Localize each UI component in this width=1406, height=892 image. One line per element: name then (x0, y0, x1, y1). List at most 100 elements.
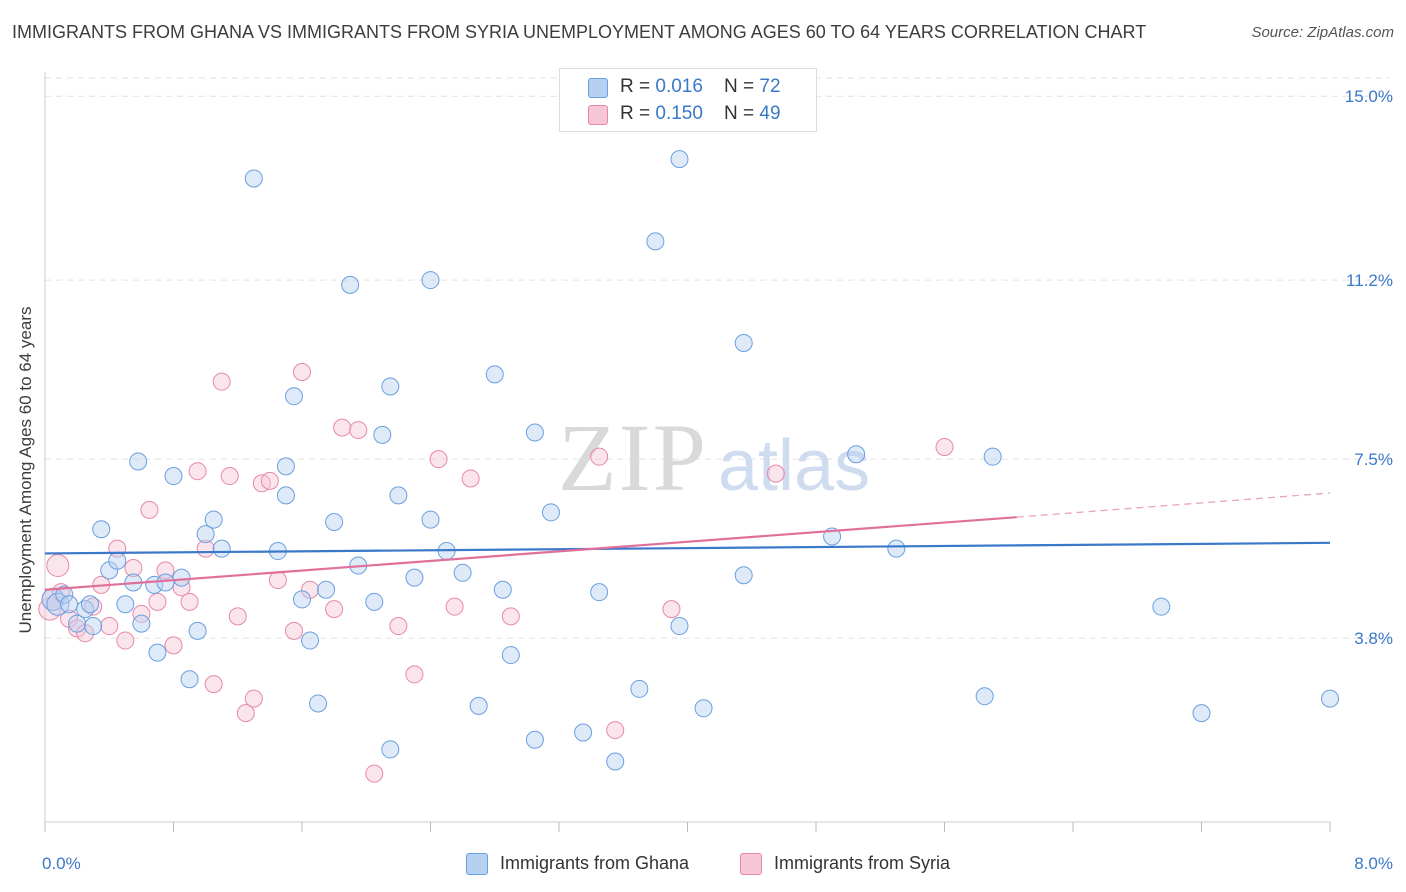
point-ghana (606, 752, 625, 771)
point-syria (100, 617, 119, 636)
x-tick-labels: 0.0% 8.0% (42, 854, 1393, 873)
point-syria (606, 721, 625, 740)
legend-r-value-ghana: 0.016 (655, 76, 703, 97)
correlation-legend: R = 0.016 N = 72 R = 0.150 N = 49 (559, 68, 817, 132)
x-tick-label-min: 0.0% (42, 854, 81, 873)
point-syria (365, 764, 384, 783)
point-ghana (309, 694, 328, 713)
y-tick-labels: 3.8% 7.5% 11.2% 15.0% (1345, 87, 1393, 648)
point-ghana (204, 510, 223, 529)
point-ghana (525, 423, 544, 442)
trend-lines (44, 492, 1331, 591)
point-syria (132, 604, 151, 623)
legend-n-label-syria: N = (724, 103, 760, 124)
point-syria (445, 597, 464, 616)
point-ghana (590, 583, 609, 602)
point-ghana (317, 580, 336, 599)
point-syria (148, 592, 167, 611)
point-ghana (670, 617, 689, 636)
point-ghana (734, 566, 753, 585)
point-ghana (525, 730, 544, 749)
point-ghana (188, 621, 207, 640)
y-axis-label: Unemployment Among Ages 60 to 64 years (16, 306, 35, 634)
point-syria (116, 631, 135, 650)
point-syria (228, 607, 247, 626)
point-ghana (80, 595, 99, 614)
point-ghana (276, 457, 295, 476)
grid-lines (45, 77, 1390, 639)
series-legend-label-syria: Immigrants from Syria (774, 853, 951, 873)
point-ghana (46, 592, 70, 616)
x-tick-label-max: 8.0% (1354, 854, 1393, 873)
point-syria (501, 607, 520, 626)
axes (44, 72, 1331, 832)
point-ghana (276, 486, 295, 505)
point-ghana (1321, 689, 1339, 708)
point-ghana (341, 275, 360, 294)
watermark-zip: ZIP (558, 404, 708, 511)
point-ghana (301, 631, 320, 650)
point-ghana (421, 271, 440, 290)
point-syria (236, 704, 255, 723)
point-ghana (847, 445, 866, 464)
point-ghana (76, 600, 95, 619)
point-syria (188, 462, 207, 481)
watermark: ZIP atlas (558, 404, 870, 511)
point-syria (124, 558, 143, 577)
point-ghana (887, 539, 906, 558)
point-ghana (1192, 704, 1211, 723)
legend-r-label-syria: R = (620, 103, 656, 124)
legend-swatch-ghana (588, 78, 608, 98)
point-ghana (212, 539, 231, 558)
point-syria (590, 447, 609, 466)
point-ghana (670, 150, 689, 169)
point-syria (212, 372, 231, 391)
point-ghana (365, 592, 384, 611)
point-syria (333, 418, 352, 437)
legend-r-value-syria: 0.150 (655, 103, 703, 124)
y-tick-label: 3.8% (1354, 629, 1393, 648)
point-syria (284, 621, 303, 640)
y-axis-label-container: Unemployment Among Ages 60 to 64 years (6, 270, 46, 670)
point-ghana (630, 679, 649, 698)
point-syria (220, 467, 239, 486)
point-ghana (734, 333, 753, 352)
trend-line-syria (44, 516, 1017, 591)
point-syria (325, 600, 344, 619)
point-ghana (325, 513, 344, 531)
legend-text-ghana: R = 0.016 N = 72 (620, 76, 781, 98)
point-ghana (180, 670, 199, 689)
point-syria (429, 450, 448, 469)
point-ghana (975, 687, 994, 706)
point-syria (389, 617, 408, 636)
point-ghana (92, 520, 111, 539)
point-syria (204, 675, 223, 694)
point-ghana (244, 169, 263, 188)
legend-swatch-syria (588, 105, 608, 125)
point-syria (268, 571, 287, 590)
point-ghana (373, 425, 392, 444)
point-syria (180, 592, 199, 611)
point-ghana (646, 232, 665, 251)
point-ghana (453, 563, 472, 582)
point-ghana (284, 387, 303, 406)
point-ghana (156, 573, 175, 592)
point-ghana (574, 723, 593, 742)
point-ghana (68, 614, 87, 633)
trend-line-ghana (44, 541, 1331, 555)
series-syria-points (38, 363, 954, 783)
point-ghana (129, 452, 148, 471)
point-ghana (55, 585, 74, 604)
point-ghana (405, 568, 424, 587)
point-syria (349, 421, 368, 440)
point-ghana (1152, 597, 1171, 616)
watermark-atlas: atlas (718, 426, 870, 506)
point-syria (164, 636, 183, 655)
point-syria (461, 469, 480, 488)
point-ghana (421, 510, 440, 529)
point-ghana (381, 377, 400, 396)
point-ghana (148, 643, 167, 662)
point-ghana (493, 580, 512, 599)
point-ghana (60, 595, 79, 614)
legend-n-value-syria: 49 (759, 103, 781, 124)
